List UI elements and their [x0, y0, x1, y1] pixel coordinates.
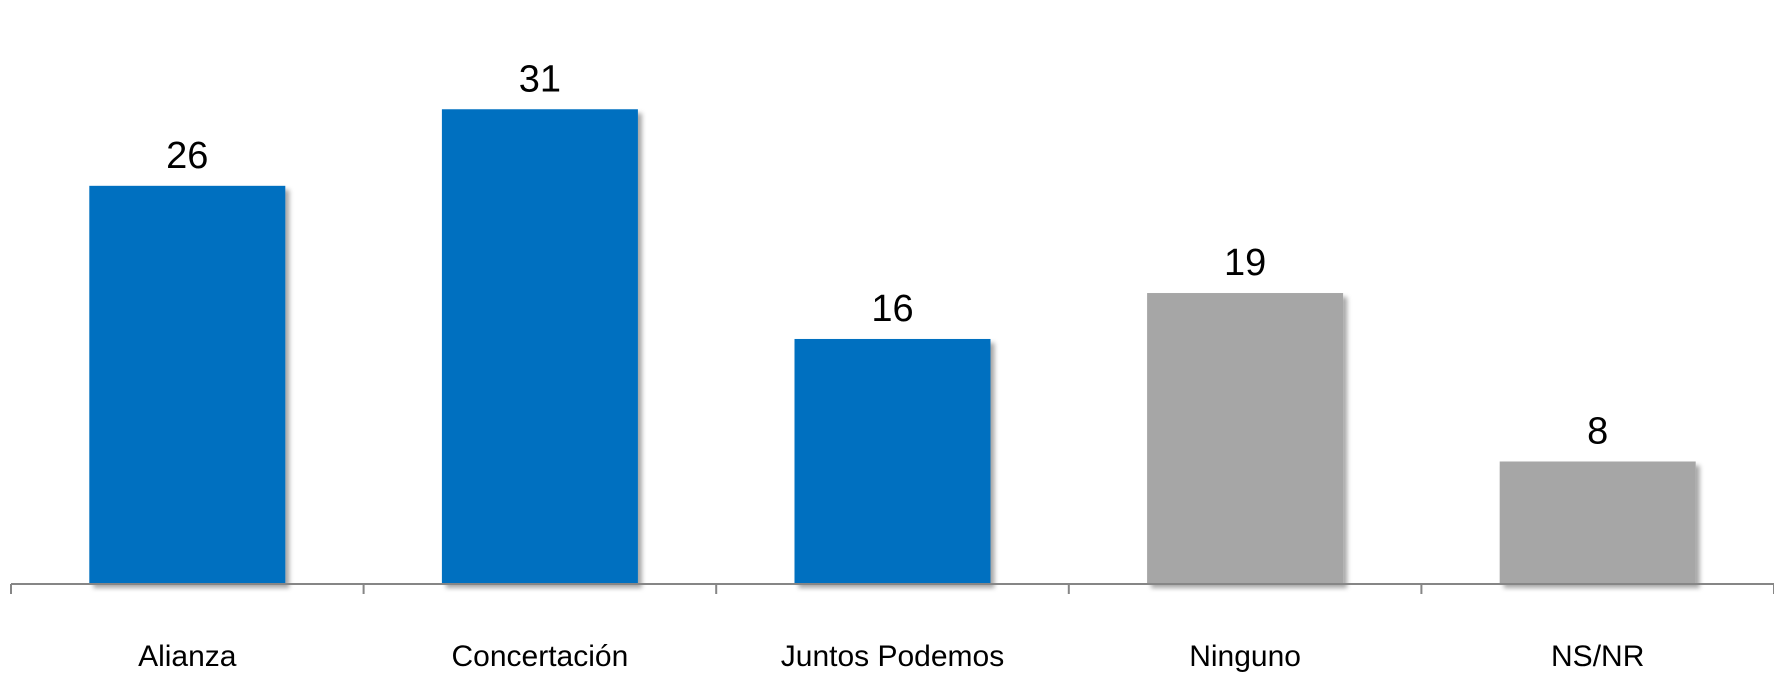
- data-label: 16: [871, 288, 913, 330]
- data-label: 8: [1587, 410, 1608, 452]
- bar-ninguno: [1147, 293, 1344, 584]
- bar-alianza: [89, 185, 286, 585]
- x-axis-tick-labels: Alianza Concertación Juntos Podemos Ninguno…: [138, 640, 1644, 673]
- data-label: 26: [166, 135, 208, 177]
- bars: [89, 109, 1696, 585]
- x-axis-ticks: [10, 584, 1774, 594]
- bar-concertaci-n: [441, 109, 638, 584]
- bar-ns-nr: [1499, 461, 1696, 584]
- x-tick-label: NS/NR: [1551, 640, 1644, 673]
- data-label: 31: [519, 58, 561, 100]
- bar-juntos-podemos: [794, 338, 991, 584]
- x-tick-label: Juntos Podemos: [781, 640, 1004, 673]
- x-axis: [10, 583, 1774, 594]
- x-tick-label: Ninguno: [1189, 640, 1301, 673]
- x-tick-label: Concertación: [452, 640, 629, 673]
- data-labels: 26 31 16 19 8: [166, 58, 1608, 452]
- data-label: 19: [1224, 242, 1266, 284]
- x-tick-label: Alianza: [138, 640, 237, 673]
